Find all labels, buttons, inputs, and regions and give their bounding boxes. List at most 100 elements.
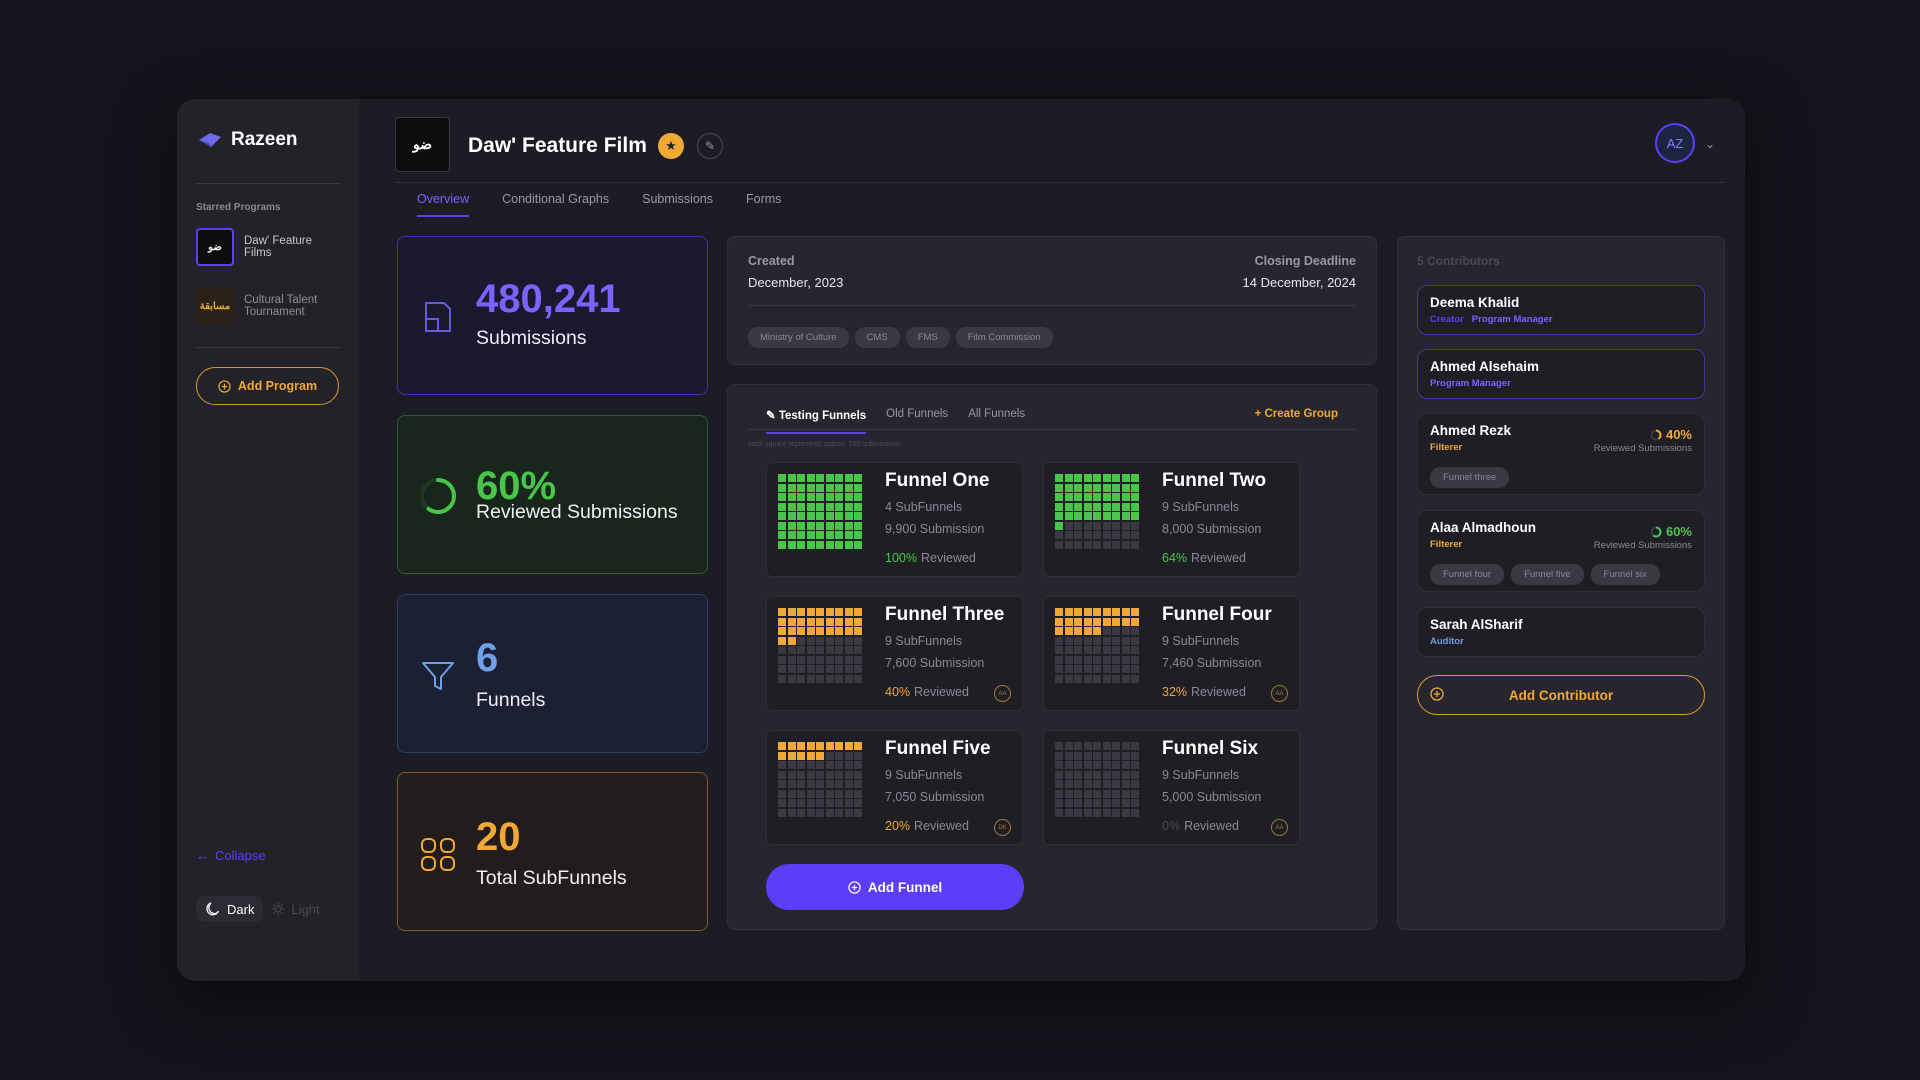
funnel-cell [778,770,786,779]
funnel-cell [1102,531,1111,539]
funnel-cell [1093,617,1101,626]
program-info-card: Created December, 2023 Closing Deadline … [727,236,1377,365]
funnel-cell [1074,636,1082,645]
funnel-subfunnels: 4 SubFunnels [885,500,963,514]
funnel-cell [854,636,862,645]
funnel-subfunnels: 9 SubFunnels [1162,500,1240,514]
reviewer-avatar[interactable]: AA [1271,685,1288,702]
funnel-cell [806,474,815,482]
add-funnel-button[interactable]: Add Funnel [766,864,1024,910]
reviewer-avatar[interactable]: DK [994,819,1011,836]
funnel-cell [854,770,862,779]
role-badge: Filterer [1430,442,1463,453]
tab-old-funnels[interactable]: Old Funnels [886,408,949,420]
tab-overview[interactable]: Overview [417,192,470,217]
funnel-card[interactable]: Funnel Three 9 SubFunnels 7,600 Submissi… [766,596,1023,711]
funnel-cell [816,512,824,520]
funnel-cell [1121,655,1130,664]
funnel-reviewed: 100% Reviewed [885,551,976,565]
edit-button[interactable]: ✎ [697,133,723,159]
sidebar-program-cultural[interactable]: مسابقة Cultural Talent Tournament [196,287,324,325]
funnel-cell [778,483,786,492]
funnel-card[interactable]: Funnel One 4 SubFunnels 9,900 Submission… [766,462,1023,577]
tab-submissions[interactable]: Submissions [642,192,713,206]
header: ضو Daw' Feature Film ★ ✎ AZ ⌄ [395,117,1725,177]
tab-conditional-graphs[interactable]: Conditional Graphs [502,192,610,206]
funnel-cell [854,493,862,501]
funnel-cell [1074,540,1082,549]
reviewer-avatar[interactable]: AA [1271,819,1288,836]
funnel-cell [835,512,843,520]
contributors-panel: 5 Contributors Deema Khalid Creator Progr… [1397,236,1725,930]
funnel-cell [1131,665,1139,673]
funnel-grid [1055,474,1139,549]
funnel-cell [778,799,786,807]
funnel-card[interactable]: Funnel Five 9 SubFunnels 7,050 Submissio… [766,730,1023,845]
funnel-cell [844,808,853,817]
funnel-cell [797,655,805,664]
tab-all-funnels[interactable]: All Funnels [968,408,1026,420]
contributor-card[interactable]: Ahmed Rezk Filterer 40% Reviewed Submiss… [1417,413,1705,495]
funnel-cell [1121,493,1130,501]
funnel-cell [797,608,805,616]
theme-dark-button[interactable]: Dark [196,896,264,922]
funnel-cell [1112,665,1120,673]
funnel-cell [1112,646,1120,654]
funnel-cell [1055,770,1063,779]
funnel-cell [787,502,796,511]
funnel-cell [1131,483,1139,492]
funnel-cell [1083,531,1092,539]
funnel-cell [825,531,834,539]
funnel-cell [787,799,796,807]
contributor-card[interactable]: Deema Khalid Creator Program Manager [1417,285,1705,335]
funnel-card[interactable]: Funnel Four 9 SubFunnels 7,460 Submissio… [1043,596,1300,711]
theme-light-button[interactable]: Light [271,902,320,917]
funnel-cell [854,608,862,616]
funnel-card[interactable]: Funnel Two 9 SubFunnels 8,000 Submission… [1043,462,1300,577]
contributor-name: Sarah AlSharif [1430,617,1523,632]
funnel-cell [1083,646,1092,654]
funnel-cell [1093,608,1101,616]
contributor-card[interactable]: Sarah AlSharif Auditor [1417,607,1705,657]
funnel-card[interactable]: Funnel Six 9 SubFunnels 5,000 Submission… [1043,730,1300,845]
add-program-button[interactable]: Add Program [196,367,339,405]
funnel-cell [778,531,786,539]
created-value: December, 2023 [748,275,844,290]
funnel-cell [844,512,853,520]
reviewer-avatar[interactable]: AA [994,685,1011,702]
funnel-cell [1093,780,1101,788]
funnel-cell [1102,636,1111,645]
funnel-cell [844,780,853,788]
avatar[interactable]: AZ [1655,123,1695,163]
funnel-cell [835,502,843,511]
contributor-card[interactable]: Alaa Almadhoun Filterer 60% Reviewed Sub… [1417,510,1705,592]
funnel-cell [1131,808,1139,817]
collapse-button[interactable]: ← Collapse [196,848,266,863]
brand[interactable]: Razeen [197,129,298,151]
funnel-cell [1055,483,1063,492]
funnel-cell [1083,665,1092,673]
chevron-down-icon[interactable]: ⌄ [1704,137,1715,151]
tab-forms[interactable]: Forms [745,192,782,206]
add-contributor-button[interactable]: Add Contributor [1417,675,1705,715]
funnel-cell [797,665,805,673]
funnel-cell [816,627,824,635]
contributor-card[interactable]: Ahmed Alsehaim Program Manager [1417,349,1705,399]
create-group-button[interactable]: + Create Group [1255,408,1338,420]
funnel-cell [825,617,834,626]
funnel-cell [1102,540,1111,549]
funnel-cell [1121,502,1130,511]
funnel-cell [806,531,815,539]
funnel-cell [1074,799,1082,807]
sidebar-program-daw[interactable]: ضو Daw' Feature Films [196,228,324,266]
funnel-cell [778,540,786,549]
funnel-submissions: 8,000 Submission [1162,522,1262,536]
funnel-cell [835,808,843,817]
funnel-cell [806,540,815,549]
funnel-cell [825,540,834,549]
funnel-cell [825,751,834,760]
funnel-cell [1064,474,1073,482]
star-button[interactable]: ★ [658,133,684,159]
tab-testing-funnels[interactable]: ✎ Testing Funnels [766,408,867,434]
funnel-cell [1083,742,1092,750]
